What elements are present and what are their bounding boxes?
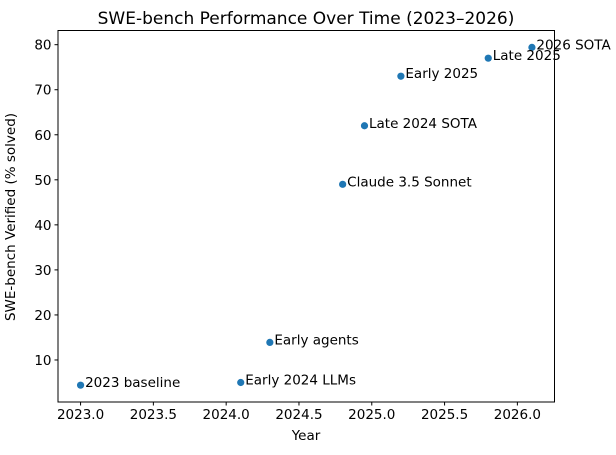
- x-axis-ticks: 2023.0 2023.5 2024.0 2024.5 2025.0 2025.5 2026…: [57, 402, 541, 423]
- x-tick-label: 2023.5: [130, 407, 177, 423]
- point-label: Early agents: [274, 332, 358, 348]
- point-label: Claude 3.5 Sonnet: [347, 174, 471, 190]
- y-tick-label: 20: [34, 308, 51, 324]
- x-tick-label: 2023.0: [57, 407, 104, 423]
- x-axis-label: Year: [291, 428, 321, 444]
- point-label: 2026 SOTA: [536, 37, 611, 53]
- point-label: Late 2024 SOTA: [369, 116, 478, 132]
- y-tick-label: 10: [34, 353, 51, 369]
- data-point: [528, 43, 536, 51]
- y-tick-label: 50: [34, 173, 51, 189]
- plot-border: [57, 30, 555, 403]
- data-points: [76, 43, 536, 389]
- y-tick-label: 40: [34, 218, 51, 234]
- data-point: [266, 338, 274, 347]
- x-tick-label: 2026.0: [494, 407, 541, 423]
- x-tick-label: 2024.5: [275, 407, 322, 423]
- data-point: [237, 378, 245, 387]
- x-tick-label: 2024.0: [203, 407, 250, 423]
- data-point: [76, 381, 85, 389]
- data-point: [484, 54, 492, 62]
- point-label: Early 2025: [405, 66, 478, 82]
- point-annotations: 2023 baseline Early 2024 LLMs Early agents…: [85, 37, 611, 391]
- data-point: [360, 122, 369, 130]
- data-point: [339, 180, 347, 188]
- y-tick-label: 30: [34, 263, 51, 279]
- y-tick-label: 80: [34, 38, 51, 54]
- data-point: [397, 72, 405, 80]
- point-label: 2023 baseline: [85, 375, 180, 391]
- chart-title: SWE-bench Performance Over Time (2023–20…: [98, 9, 515, 29]
- y-axis-ticks: 10 20 30 40 50 60 70 80: [34, 38, 58, 369]
- y-tick-label: 60: [34, 128, 51, 144]
- point-label: Late 2025: [493, 48, 561, 64]
- x-tick-label: 2025.0: [348, 407, 395, 423]
- point-label: Early 2024 LLMs: [245, 372, 356, 388]
- y-tick-label: 70: [34, 83, 51, 99]
- y-axis-label: SWE-bench Verified (% solved): [3, 113, 19, 321]
- x-tick-label: 2025.5: [421, 407, 468, 423]
